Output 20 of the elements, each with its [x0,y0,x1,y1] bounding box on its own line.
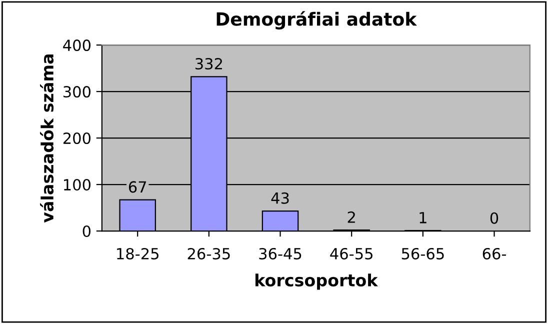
data-label: 332 [196,58,222,70]
x-tick-label: 18-25 [117,248,158,260]
y-tick-label: 200 [63,132,90,144]
x-axis-title: korcsoportok [255,274,378,290]
y-tick-label: 0 [82,225,90,238]
x-tick-label: 26-35 [188,248,230,260]
y-tick-label: 400 [63,40,90,52]
data-label: 2 [348,211,355,223]
data-label: 1 [420,212,426,224]
data-label: 43 [271,192,289,204]
data-label: 67 [128,181,146,193]
x-tick-label: 66- [482,248,506,260]
y-tick-label: 300 [64,86,90,98]
y-axis-title: válaszadók száma [40,54,54,223]
chart-title: Demográfiai adatok [216,11,418,30]
data-label: 0 [490,212,498,224]
x-tick-label: 56-65 [402,248,444,260]
x-tick-label: 46-55 [330,248,372,260]
x-tick-label: 36-45 [259,248,302,260]
y-tick-label: 100 [64,178,90,191]
